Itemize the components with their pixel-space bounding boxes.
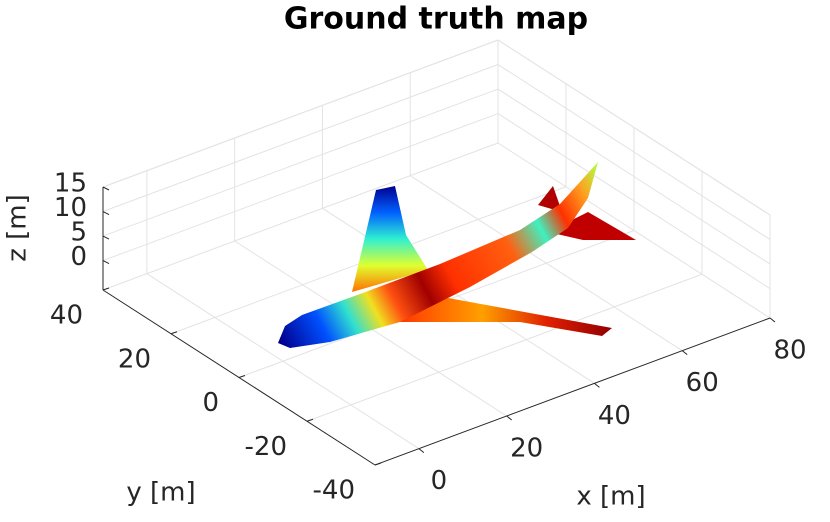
grid-line — [102, 113, 499, 262]
x-axis-line — [374, 317, 771, 466]
grid-line — [102, 64, 499, 212]
z-tick — [102, 211, 110, 215]
box-edge — [102, 39, 499, 188]
y-tick — [306, 418, 314, 422]
fin — [538, 186, 562, 212]
fuselage — [278, 162, 598, 348]
z-axis-label: z [m] — [3, 194, 33, 262]
box-edge — [497, 39, 771, 216]
y-tick-label: 20 — [118, 344, 151, 374]
y-tick — [238, 375, 246, 378]
y-tick — [374, 462, 382, 466]
y-tick-label: -40 — [313, 476, 355, 506]
z-tick-label: 10 — [54, 193, 87, 223]
y-axis-label: y [m] — [126, 478, 195, 508]
chart-title: Ground truth map — [284, 2, 588, 37]
y-tick-label: -20 — [245, 432, 287, 462]
z-tick — [102, 235, 110, 240]
x-tick — [506, 415, 512, 421]
grid-line — [102, 88, 499, 237]
x-tick — [769, 317, 776, 323]
y-tick-label: 0 — [202, 388, 219, 418]
grid-line — [102, 142, 499, 291]
x-tick — [681, 350, 688, 356]
y-tick — [170, 331, 178, 335]
grid-line — [497, 64, 771, 240]
z-tick-label: 5 — [70, 218, 87, 248]
grid-line — [306, 273, 703, 422]
left-wing — [352, 186, 428, 292]
x-tick-label: 20 — [510, 434, 543, 464]
x-tick — [418, 448, 425, 454]
z-tick — [102, 260, 110, 265]
x-tick-label: 60 — [686, 368, 719, 398]
z-tick-label: 0 — [70, 242, 87, 272]
grid-line — [497, 88, 771, 265]
airplane — [278, 162, 636, 348]
x-tick-label: 80 — [773, 336, 806, 366]
y-tick — [102, 287, 110, 291]
right-wing — [395, 298, 612, 336]
stabilizer — [548, 212, 636, 240]
x-tick-label: 0 — [431, 466, 448, 496]
grid-line — [497, 113, 771, 289]
x-axis-label: x [m] — [576, 482, 645, 512]
z-tick-label: 15 — [54, 169, 87, 199]
x-tick — [594, 382, 600, 388]
x-tick-label: 40 — [598, 401, 631, 431]
y-tick-label: 40 — [50, 301, 83, 331]
z-tick — [102, 186, 110, 191]
